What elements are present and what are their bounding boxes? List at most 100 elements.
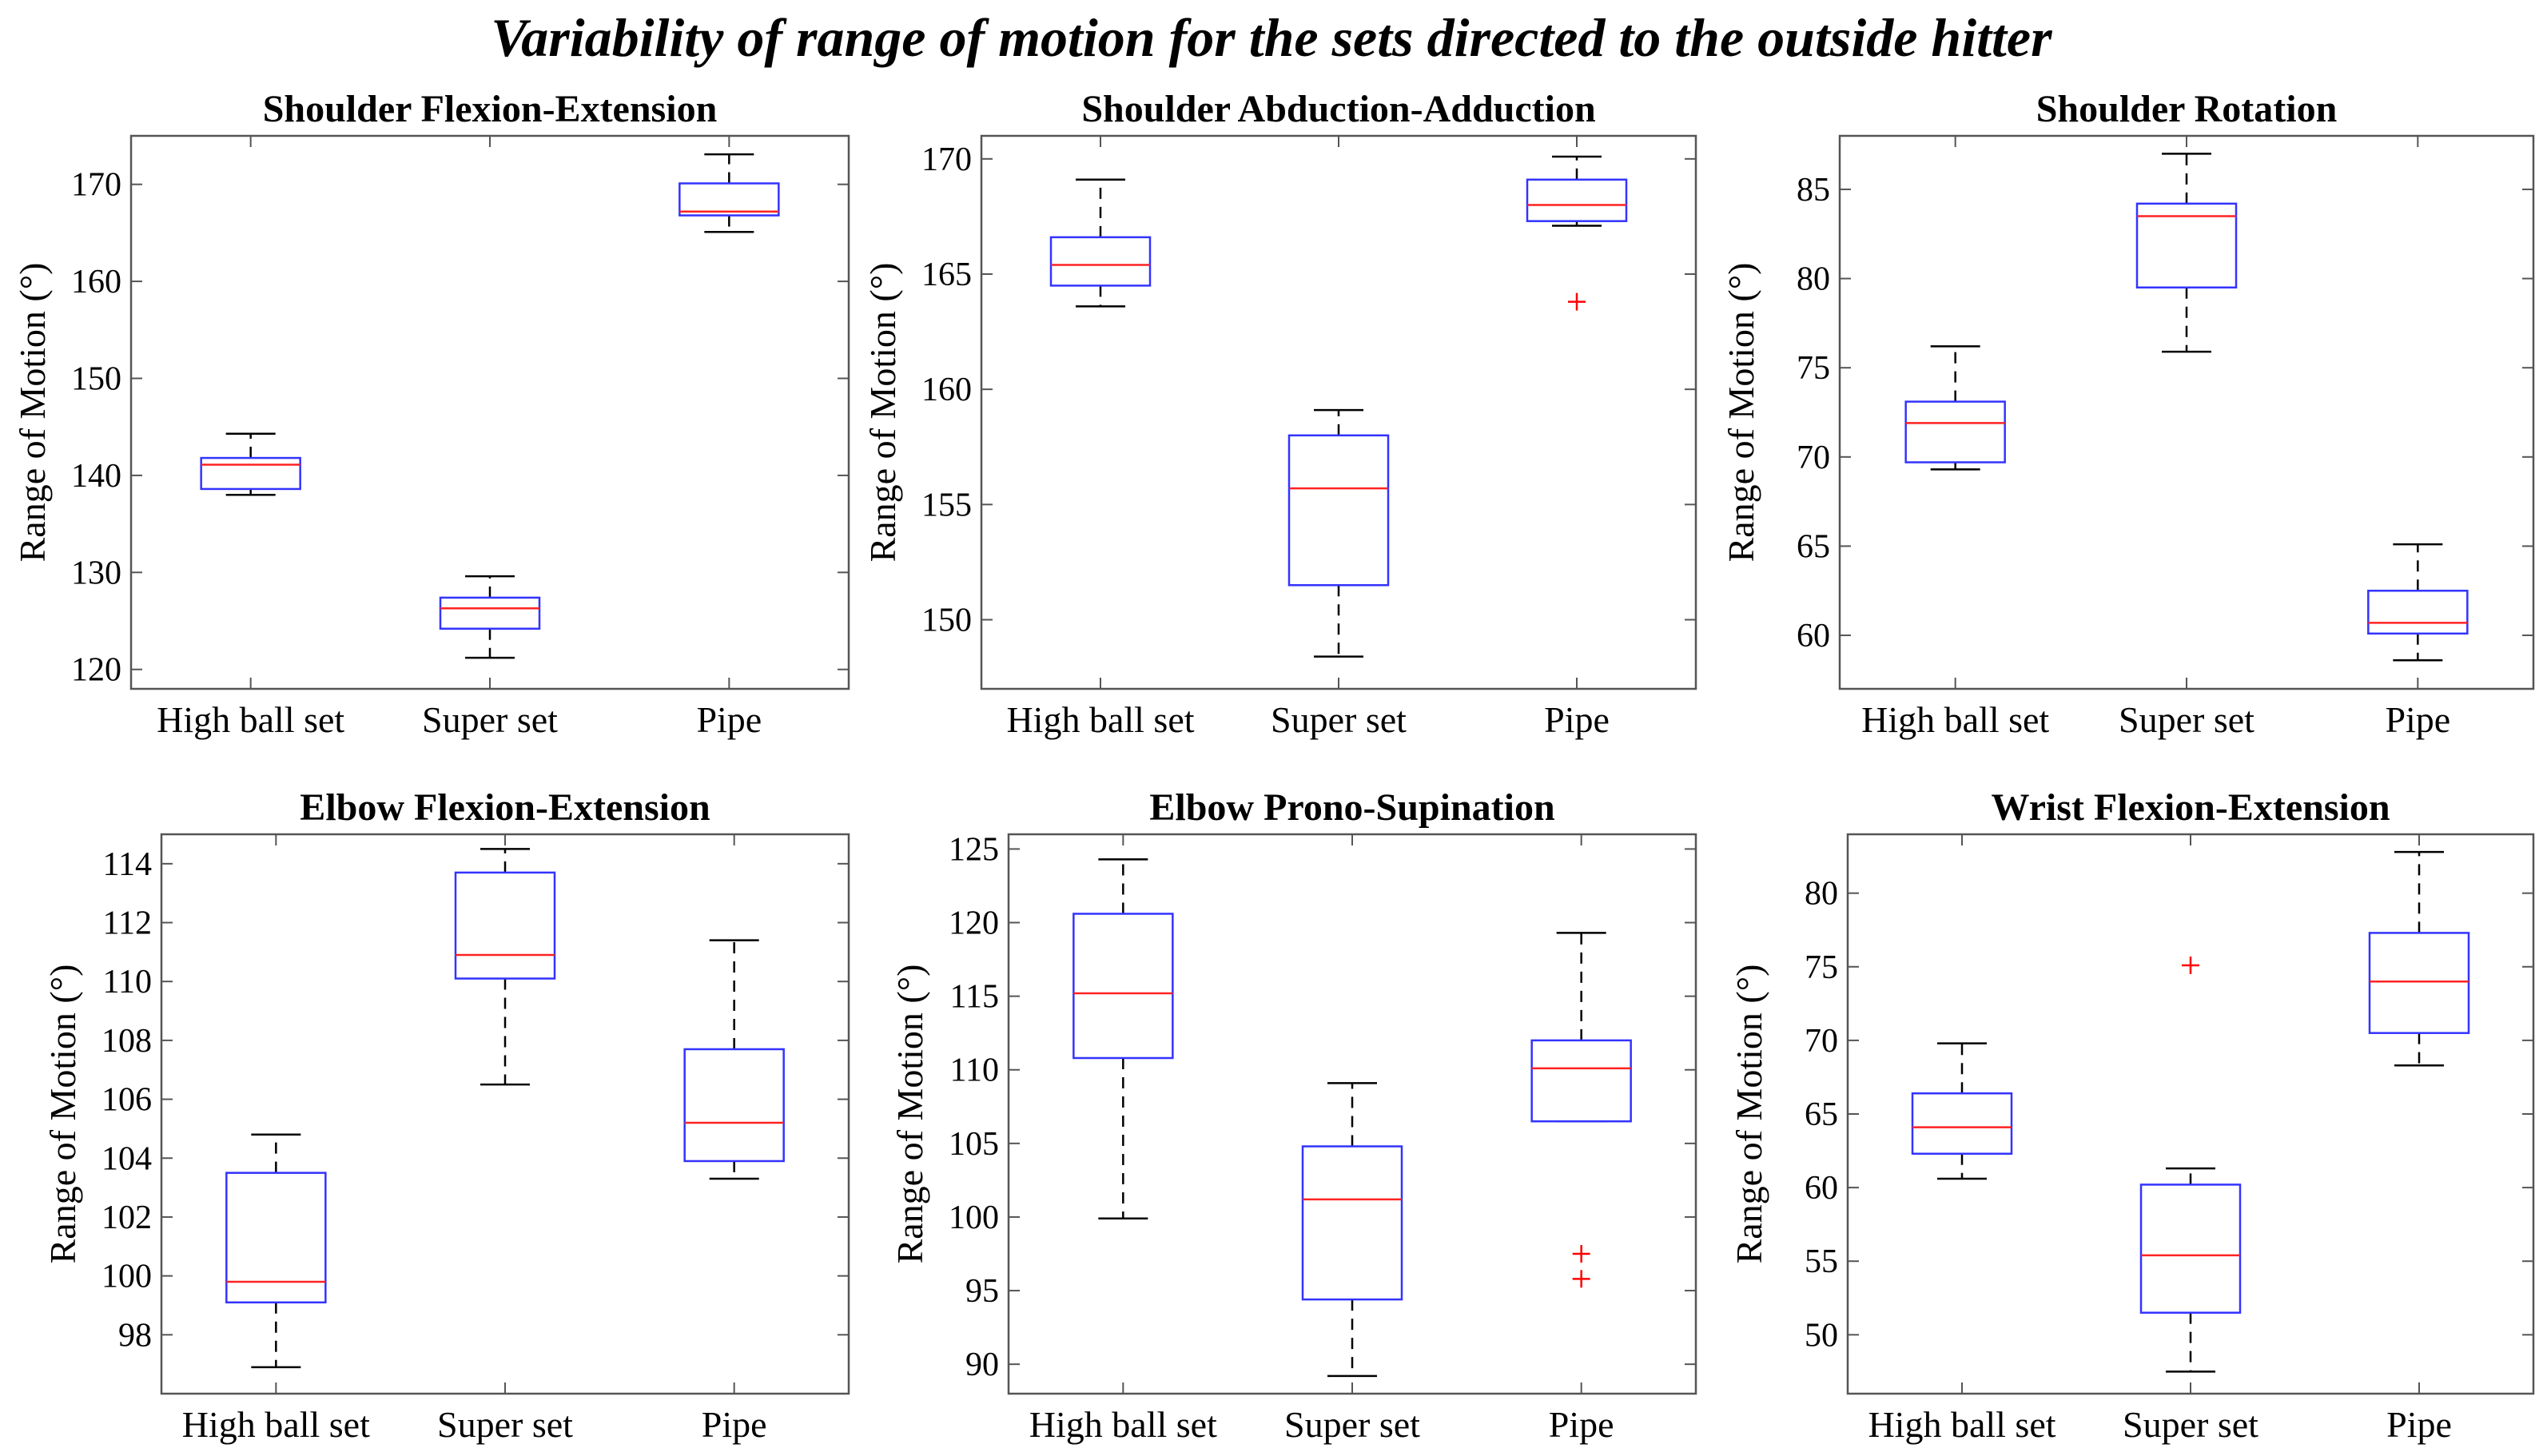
y-tick-label: 80	[1805, 876, 1838, 913]
x-category-label: High ball set	[1861, 699, 2049, 740]
x-category-label: High ball set	[157, 699, 344, 740]
y-tick-label: 170	[71, 167, 121, 204]
panel-title: Shoulder Flexion-Extension	[263, 88, 718, 130]
y-tick-label: 105	[949, 1126, 999, 1163]
x-category-label: Super set	[1271, 699, 1407, 740]
y-axis-label: Range of Motion (°)	[862, 263, 903, 563]
y-tick-label: 70	[1797, 440, 1830, 476]
chart-panel-1: Shoulder Flexion-Extension 120 130 140 150 16…	[12, 88, 850, 740]
iqr-box	[1526, 178, 1628, 222]
y-tick-label: 75	[1805, 949, 1838, 986]
y-tick-label: 150	[921, 603, 972, 639]
iqr-box	[679, 182, 780, 217]
iqr-box	[1049, 236, 1152, 287]
box-pipe	[1530, 932, 1632, 1288]
box-pipe	[2367, 543, 2469, 662]
x-category-label: High ball set	[182, 1404, 370, 1445]
chart-panel-3: Shoulder Rotation 60 65 70 75 80 85 Range of Mo…	[1721, 88, 2535, 740]
iqr-box	[454, 871, 556, 980]
y-tick-label: 114	[103, 846, 152, 883]
figure-title: Variability of range of motion for the s…	[491, 7, 2052, 68]
panel-title: Elbow Flexion-Extension	[300, 786, 710, 829]
box-super-set	[1301, 1082, 1403, 1378]
x-category-label: High ball set	[1029, 1404, 1217, 1445]
x-category-label: Super set	[422, 699, 558, 740]
box-high-ball-set	[1904, 345, 2006, 471]
y-tick-label: 60	[1797, 618, 1830, 654]
y-tick-label: 98	[118, 1317, 152, 1354]
panel-title: Wrist Flexion-Extension	[1991, 786, 2390, 829]
y-axis-label: Range of Motion (°)	[42, 965, 83, 1264]
y-tick-label: 65	[1797, 528, 1830, 565]
outlier-marker	[1572, 1245, 1590, 1263]
box-pipe	[2368, 850, 2470, 1067]
x-category-label: Pipe	[2386, 1404, 2452, 1445]
y-tick-label: 120	[71, 652, 121, 689]
box-pipe	[1526, 155, 1628, 311]
iqr-box	[1301, 1145, 1403, 1301]
iqr-box	[683, 1048, 785, 1163]
y-axis-label: Range of Motion (°)	[12, 263, 53, 563]
y-axis-label: Range of Motion (°)	[889, 965, 930, 1264]
x-category-label: Pipe	[1544, 699, 1610, 740]
iqr-box	[2135, 202, 2238, 288]
box-super-set	[1287, 408, 1390, 658]
x-category-label: Super set	[437, 1404, 573, 1445]
y-tick-label: 160	[921, 372, 972, 408]
iqr-box	[439, 596, 541, 630]
y-tick-label: 140	[71, 458, 121, 495]
y-tick-label: 60	[1805, 1170, 1838, 1207]
box-high-ball-set	[225, 1133, 327, 1369]
box-high-ball-set	[200, 432, 301, 496]
chart-panel-2: Shoulder Abduction-Adduction 150 155 160 165…	[862, 88, 1697, 740]
y-axis-label: Range of Motion (°)	[1721, 263, 1761, 563]
y-tick-label: 85	[1797, 172, 1830, 209]
box-super-set	[454, 848, 556, 1086]
y-tick-label: 110	[950, 1052, 999, 1089]
iqr-box	[225, 1172, 327, 1304]
y-tick-label: 55	[1805, 1243, 1838, 1280]
y-tick-label: 65	[1805, 1096, 1838, 1133]
chart-panel-6: Wrist Flexion-Extension 50 55 60 65 70 75 80 Ran…	[1729, 786, 2535, 1445]
outlier-marker	[2182, 956, 2199, 974]
y-tick-label: 104	[101, 1140, 152, 1177]
y-tick-label: 75	[1797, 350, 1830, 387]
x-category-label: High ball set	[1868, 1404, 2055, 1445]
y-tick-label: 115	[950, 979, 999, 1016]
chart-panel-4: Elbow Flexion-Extension 98 100 102 104 106 108…	[42, 786, 850, 1445]
y-tick-label: 130	[71, 555, 121, 591]
iqr-box	[1530, 1039, 1632, 1123]
y-tick-label: 102	[101, 1199, 152, 1236]
x-category-label: Pipe	[2385, 699, 2450, 740]
y-tick-label: 70	[1805, 1023, 1838, 1060]
panel-title: Shoulder Abduction-Adduction	[1081, 88, 1595, 130]
x-category-label: Pipe	[1549, 1404, 1614, 1445]
y-tick-label: 100	[101, 1259, 152, 1295]
y-tick-label: 150	[71, 361, 121, 398]
y-tick-label: 165	[921, 257, 972, 293]
iqr-box	[1911, 1092, 2013, 1155]
x-category-label: Pipe	[702, 1404, 767, 1445]
iqr-box	[1073, 913, 1174, 1060]
iqr-box	[2367, 589, 2469, 635]
iqr-box	[2139, 1183, 2242, 1314]
box-high-ball-set	[1911, 1042, 2013, 1180]
y-tick-label: 160	[71, 264, 121, 300]
iqr-box	[1287, 434, 1390, 587]
y-tick-label: 155	[921, 487, 972, 523]
box-super-set	[2135, 153, 2238, 353]
box-pipe	[679, 153, 780, 233]
chart-panel-5: Elbow Prono-Supination 90 95 100 105 110 115 12…	[889, 786, 1697, 1445]
box-pipe	[683, 939, 785, 1180]
panel-title: Shoulder Rotation	[2036, 88, 2338, 130]
y-tick-label: 110	[103, 964, 152, 1001]
iqr-box	[2368, 932, 2470, 1034]
y-tick-label: 125	[949, 831, 999, 868]
y-tick-label: 90	[965, 1347, 999, 1383]
box-super-set	[439, 575, 541, 659]
y-tick-label: 108	[101, 1023, 152, 1060]
y-tick-label: 170	[921, 141, 972, 178]
outlier-marker	[1568, 292, 1586, 311]
iqr-box	[200, 456, 301, 491]
